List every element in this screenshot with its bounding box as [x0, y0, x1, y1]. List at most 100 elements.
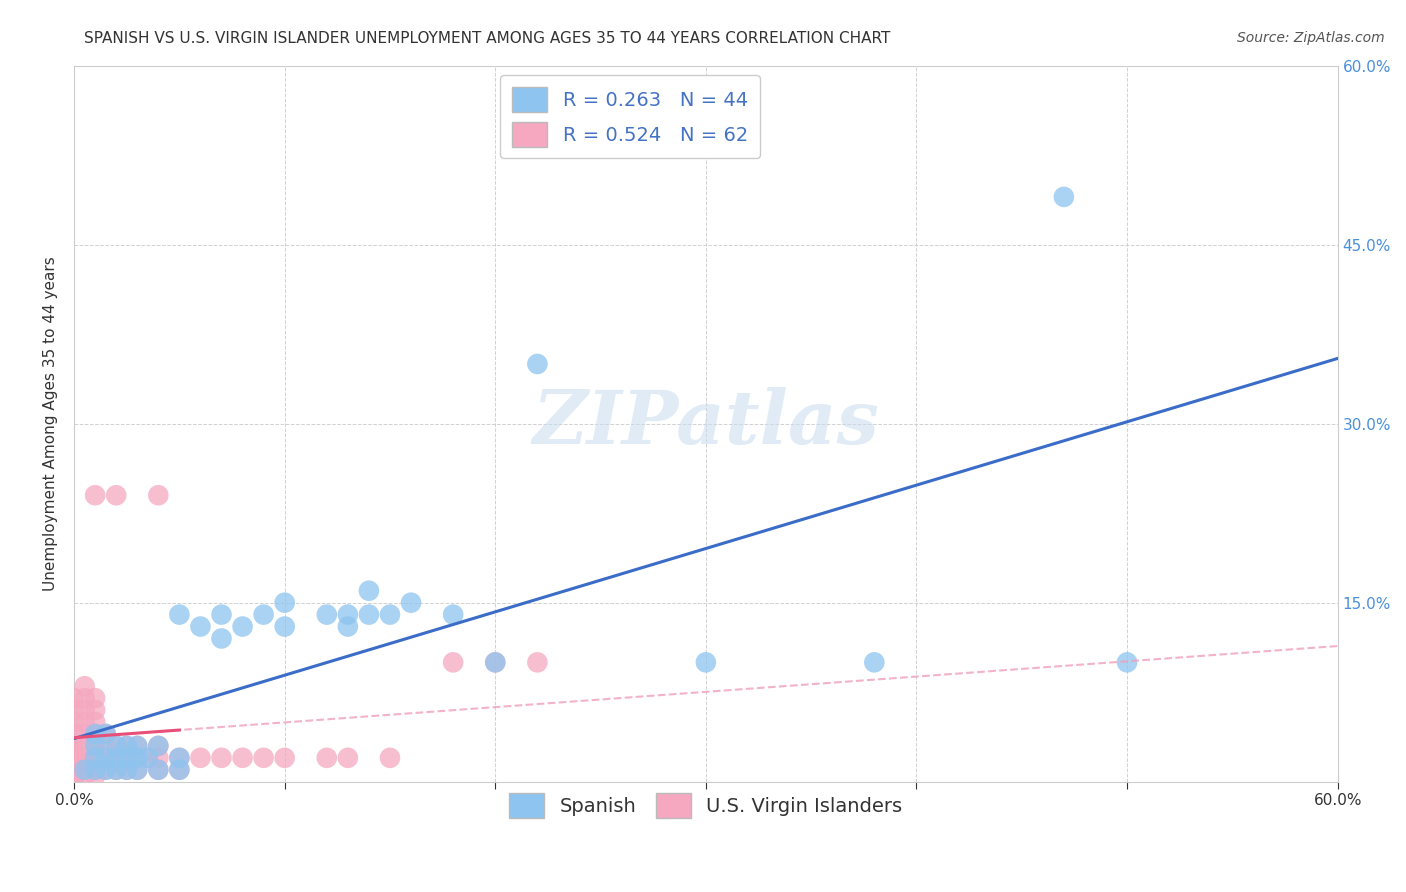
- Point: [315, 607, 337, 622]
- Point: [73, 756, 96, 771]
- Point: [84, 751, 107, 765]
- Point: [84, 769, 107, 783]
- Point: [336, 751, 359, 765]
- Point: [73, 763, 96, 777]
- Text: ZIPatlas: ZIPatlas: [533, 387, 879, 460]
- Point: [169, 607, 191, 622]
- Point: [84, 714, 107, 729]
- Point: [115, 751, 138, 765]
- Point: [232, 751, 254, 765]
- Point: [273, 596, 295, 610]
- Point: [357, 607, 380, 622]
- Point: [148, 739, 170, 753]
- Point: [315, 751, 337, 765]
- Point: [84, 488, 107, 502]
- Point: [63, 745, 86, 759]
- Point: [169, 763, 191, 777]
- Point: [441, 656, 464, 670]
- Point: [105, 763, 128, 777]
- Point: [1116, 656, 1139, 670]
- Text: SPANISH VS U.S. VIRGIN ISLANDER UNEMPLOYMENT AMONG AGES 35 TO 44 YEARS CORRELATI: SPANISH VS U.S. VIRGIN ISLANDER UNEMPLOY…: [84, 31, 891, 46]
- Y-axis label: Unemployment Among Ages 35 to 44 years: Unemployment Among Ages 35 to 44 years: [44, 256, 58, 591]
- Point: [63, 751, 86, 765]
- Point: [148, 763, 170, 777]
- Point: [484, 656, 506, 670]
- Point: [84, 739, 107, 753]
- Point: [84, 739, 107, 753]
- Point: [105, 751, 128, 765]
- Point: [63, 727, 86, 741]
- Point: [148, 763, 170, 777]
- Point: [252, 751, 274, 765]
- Point: [84, 703, 107, 717]
- Point: [105, 739, 128, 753]
- Legend: Spanish, U.S. Virgin Islanders: Spanish, U.S. Virgin Islanders: [502, 785, 910, 826]
- Point: [526, 357, 548, 371]
- Point: [63, 739, 86, 753]
- Point: [115, 763, 138, 777]
- Point: [115, 739, 138, 753]
- Point: [148, 739, 170, 753]
- Point: [73, 751, 96, 765]
- Point: [273, 619, 295, 633]
- Point: [252, 607, 274, 622]
- Point: [148, 488, 170, 502]
- Point: [84, 763, 107, 777]
- Point: [190, 619, 212, 633]
- Point: [441, 607, 464, 622]
- Point: [115, 763, 138, 777]
- Point: [84, 691, 107, 706]
- Text: Source: ZipAtlas.com: Source: ZipAtlas.com: [1237, 31, 1385, 45]
- Point: [169, 751, 191, 765]
- Point: [73, 714, 96, 729]
- Point: [105, 751, 128, 765]
- Point: [94, 763, 117, 777]
- Point: [94, 751, 117, 765]
- Point: [73, 679, 96, 693]
- Point: [73, 763, 96, 777]
- Point: [63, 703, 86, 717]
- Point: [115, 739, 138, 753]
- Point: [63, 691, 86, 706]
- Point: [1053, 190, 1076, 204]
- Point: [336, 607, 359, 622]
- Point: [84, 727, 107, 741]
- Point: [94, 751, 117, 765]
- Point: [84, 727, 107, 741]
- Point: [378, 751, 401, 765]
- Point: [127, 763, 149, 777]
- Point: [148, 751, 170, 765]
- Point: [232, 619, 254, 633]
- Point: [94, 739, 117, 753]
- Point: [136, 751, 159, 765]
- Point: [63, 756, 86, 771]
- Point: [73, 691, 96, 706]
- Point: [127, 739, 149, 753]
- Point: [73, 727, 96, 741]
- Point: [94, 763, 117, 777]
- Point: [105, 763, 128, 777]
- Point: [63, 763, 86, 777]
- Point: [73, 703, 96, 717]
- Point: [190, 751, 212, 765]
- Point: [127, 763, 149, 777]
- Point: [211, 632, 233, 646]
- Point: [211, 751, 233, 765]
- Point: [357, 583, 380, 598]
- Point: [127, 751, 149, 765]
- Point: [94, 727, 117, 741]
- Point: [63, 774, 86, 789]
- Point: [73, 739, 96, 753]
- Point: [211, 607, 233, 622]
- Point: [695, 656, 717, 670]
- Point: [115, 751, 138, 765]
- Point: [105, 739, 128, 753]
- Point: [863, 656, 886, 670]
- Point: [63, 714, 86, 729]
- Point: [63, 769, 86, 783]
- Point: [378, 607, 401, 622]
- Point: [273, 751, 295, 765]
- Point: [169, 763, 191, 777]
- Point: [336, 619, 359, 633]
- Point: [94, 727, 117, 741]
